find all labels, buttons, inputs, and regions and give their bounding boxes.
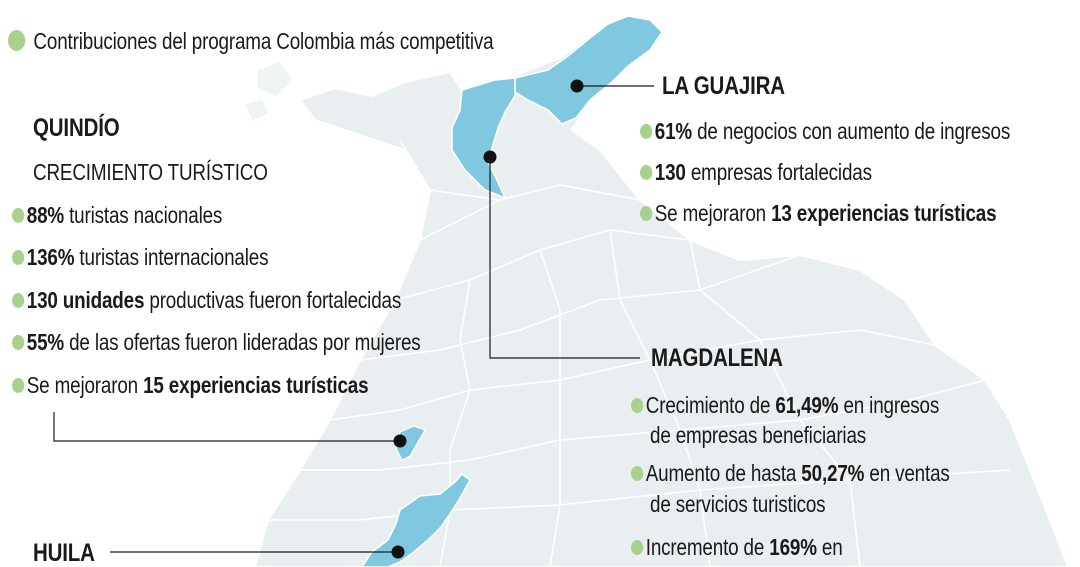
bullet-dot bbox=[12, 293, 25, 308]
quindio-marker bbox=[393, 434, 407, 448]
border-line bbox=[539, 249, 561, 567]
quindio-region bbox=[395, 425, 426, 461]
bullet-dot bbox=[12, 250, 25, 265]
magdalena-item: Crecimiento de 61,49% en ingresos bbox=[631, 391, 939, 419]
leader-line-quindio bbox=[53, 412, 400, 442]
department-borders bbox=[268, 139, 1011, 567]
quindio-item: 88% turistas nacionales bbox=[12, 201, 222, 229]
quindio-item: 55% de las ofertas fueron lideradas por … bbox=[12, 328, 421, 356]
bullet-dot bbox=[631, 466, 644, 481]
magdalena-item: Aumento de hasta 50,27% en ventas bbox=[631, 459, 950, 487]
huila-marker bbox=[391, 545, 405, 559]
bullet-dot bbox=[12, 335, 25, 350]
huila-region bbox=[361, 472, 471, 567]
border-line bbox=[439, 279, 471, 567]
island-shape bbox=[258, 62, 292, 96]
quindio-item: Se mejoraron 15 experiencias turísticas bbox=[12, 371, 369, 399]
quindio-title: QUINDÍO bbox=[33, 114, 120, 142]
border-line bbox=[609, 229, 711, 567]
la-guajira-item: 130 empresas fortalecidas bbox=[640, 158, 872, 186]
la-guajira-title: LA GUAJIRA bbox=[662, 72, 785, 100]
legend: Contribuciones del programa Colombia más… bbox=[8, 27, 494, 55]
border-line bbox=[689, 239, 861, 567]
magdalena-title: MAGDALENA bbox=[651, 344, 783, 372]
magdalena-item-continuation: de empresas beneficiarias bbox=[650, 422, 867, 448]
island-shape bbox=[246, 100, 268, 120]
magdalena-marker bbox=[483, 150, 497, 164]
quindio-item: 136% turistas internacionales bbox=[12, 243, 269, 271]
bullet-dot bbox=[640, 165, 653, 180]
la-guajira-marker bbox=[570, 79, 584, 93]
magdalena-item-continuation: de servicios turisticos bbox=[650, 491, 826, 517]
leader-line-magdalena bbox=[489, 157, 640, 359]
la-guajira-item: Se mejoraron 13 experiencias turísticas bbox=[640, 199, 997, 227]
bullet-dot bbox=[12, 208, 25, 223]
bullet-dot bbox=[640, 206, 653, 221]
bullet-dot bbox=[12, 378, 25, 393]
la-guajira-region bbox=[514, 15, 663, 125]
border-line bbox=[329, 329, 936, 421]
border-line bbox=[300, 379, 986, 471]
magdalena-item: Incremento de 169% en bbox=[631, 533, 843, 561]
quindio-subtitle: CRECIMIENTO TURÍSTICO bbox=[33, 159, 268, 185]
border-line bbox=[419, 184, 641, 241]
bullet-dot bbox=[640, 124, 653, 139]
bullet-dot bbox=[631, 540, 644, 555]
bullet-dot bbox=[631, 398, 644, 413]
magdalena-region bbox=[451, 77, 516, 200]
border-line bbox=[399, 139, 501, 201]
legend-swatch bbox=[8, 30, 26, 51]
la-guajira-item: 61% de negocios con aumento de ingresos bbox=[640, 117, 1010, 145]
legend-label: Contribuciones del programa Colombia más… bbox=[33, 28, 494, 54]
quindio-item: 130 unidades productivas fueron fortalec… bbox=[12, 286, 401, 314]
huila-title: HUILA bbox=[33, 539, 95, 567]
